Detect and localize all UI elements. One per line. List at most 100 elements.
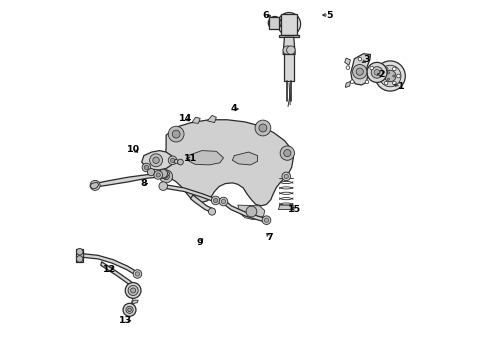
Text: 2: 2	[378, 70, 385, 79]
Circle shape	[149, 154, 163, 167]
Polygon shape	[351, 54, 370, 85]
Circle shape	[144, 165, 148, 170]
Circle shape	[384, 81, 388, 85]
Circle shape	[284, 149, 291, 157]
Circle shape	[126, 306, 133, 314]
Text: 14: 14	[179, 114, 193, 123]
Circle shape	[255, 120, 271, 136]
Text: 4: 4	[230, 104, 237, 113]
Circle shape	[246, 206, 257, 217]
Circle shape	[156, 173, 160, 177]
Circle shape	[159, 182, 168, 190]
Circle shape	[125, 283, 141, 298]
Circle shape	[76, 248, 83, 255]
Circle shape	[367, 62, 387, 82]
Circle shape	[385, 70, 396, 82]
Polygon shape	[163, 184, 216, 202]
Circle shape	[123, 303, 136, 316]
Polygon shape	[270, 17, 279, 30]
Circle shape	[163, 173, 170, 180]
Polygon shape	[238, 205, 265, 220]
Text: 13: 13	[120, 316, 132, 325]
Polygon shape	[232, 152, 258, 165]
Circle shape	[142, 163, 151, 172]
Circle shape	[269, 17, 281, 30]
Circle shape	[168, 126, 184, 142]
Polygon shape	[160, 120, 294, 206]
Circle shape	[177, 159, 183, 165]
Polygon shape	[192, 117, 200, 123]
Polygon shape	[207, 116, 216, 123]
Polygon shape	[283, 37, 295, 54]
Polygon shape	[344, 58, 350, 65]
Polygon shape	[223, 200, 267, 222]
Circle shape	[131, 288, 136, 293]
Circle shape	[370, 66, 373, 70]
Circle shape	[133, 270, 142, 278]
Circle shape	[397, 74, 400, 78]
Text: 10: 10	[126, 145, 140, 154]
Polygon shape	[132, 300, 138, 304]
Circle shape	[128, 308, 131, 312]
Text: 15: 15	[288, 205, 301, 214]
Circle shape	[379, 65, 401, 87]
Polygon shape	[285, 54, 294, 81]
Circle shape	[371, 67, 383, 78]
Circle shape	[365, 80, 369, 84]
Polygon shape	[281, 14, 297, 35]
Circle shape	[353, 64, 367, 79]
Circle shape	[93, 183, 98, 188]
Circle shape	[159, 169, 168, 178]
Circle shape	[358, 57, 362, 61]
Text: 3: 3	[364, 55, 370, 64]
Circle shape	[388, 72, 390, 74]
Circle shape	[262, 216, 271, 225]
Polygon shape	[279, 35, 299, 37]
Circle shape	[221, 199, 225, 204]
Circle shape	[259, 124, 267, 132]
Circle shape	[147, 168, 155, 176]
Text: 11: 11	[184, 154, 197, 163]
Circle shape	[392, 67, 396, 71]
Polygon shape	[191, 195, 215, 213]
Circle shape	[287, 46, 295, 54]
Polygon shape	[95, 174, 158, 187]
Circle shape	[135, 272, 140, 276]
Polygon shape	[81, 253, 138, 276]
Polygon shape	[90, 182, 98, 189]
Text: 8: 8	[141, 179, 147, 188]
Text: 7: 7	[266, 233, 273, 242]
Circle shape	[271, 19, 278, 27]
Polygon shape	[142, 150, 173, 170]
Circle shape	[384, 67, 388, 71]
Circle shape	[356, 68, 364, 75]
Circle shape	[208, 208, 216, 215]
Text: 12: 12	[103, 265, 116, 274]
Circle shape	[283, 46, 292, 54]
Circle shape	[375, 61, 405, 91]
Circle shape	[153, 157, 159, 163]
Circle shape	[393, 75, 395, 77]
Text: 1: 1	[398, 82, 404, 91]
Circle shape	[211, 196, 220, 205]
Circle shape	[374, 69, 380, 75]
Circle shape	[284, 174, 289, 179]
Circle shape	[280, 146, 294, 160]
Polygon shape	[188, 150, 223, 165]
Text: 9: 9	[197, 238, 203, 247]
Circle shape	[392, 81, 396, 85]
Circle shape	[172, 130, 180, 138]
Text: 5: 5	[326, 10, 333, 19]
Circle shape	[90, 180, 100, 190]
Circle shape	[76, 256, 83, 262]
Circle shape	[346, 66, 350, 69]
Circle shape	[380, 74, 384, 78]
Polygon shape	[345, 81, 350, 87]
Circle shape	[350, 80, 354, 84]
Polygon shape	[174, 159, 181, 164]
Circle shape	[286, 21, 293, 28]
Polygon shape	[76, 249, 83, 262]
Circle shape	[219, 197, 228, 206]
Polygon shape	[160, 170, 170, 178]
Circle shape	[160, 170, 172, 183]
